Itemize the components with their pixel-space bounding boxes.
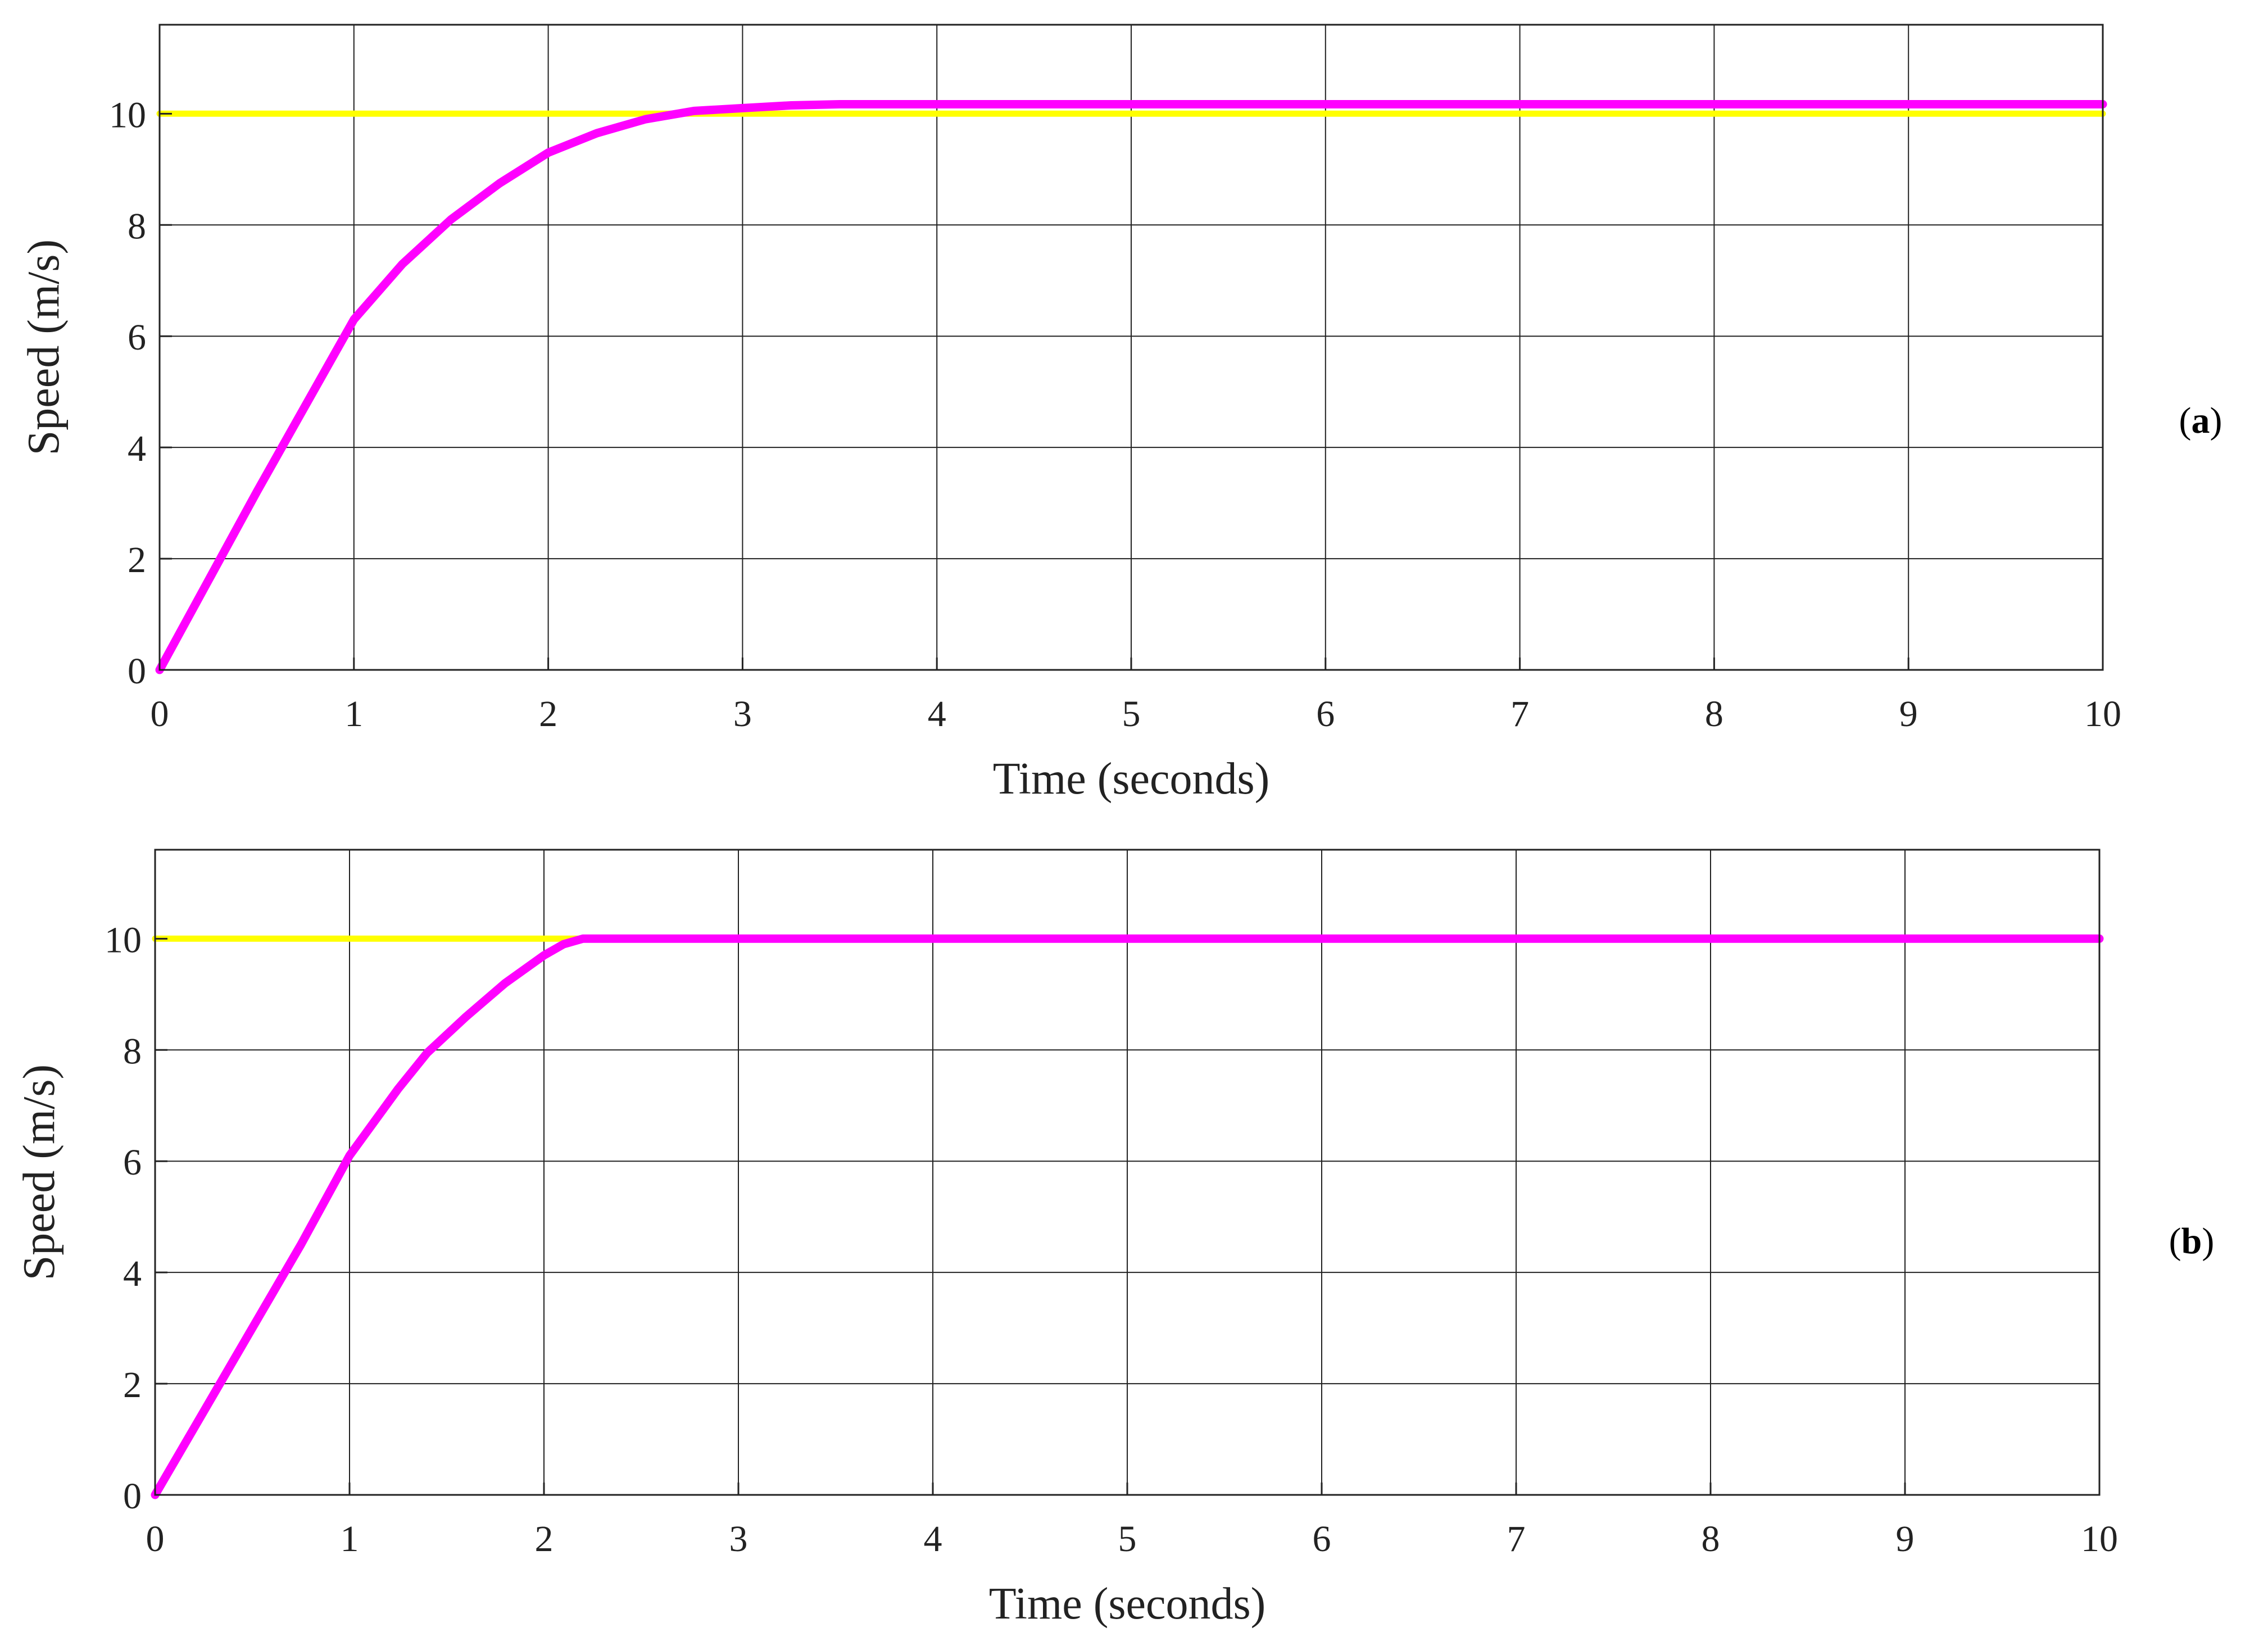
x-tick-label: 7 — [1507, 1518, 1526, 1560]
y-tick-label: 2 — [123, 1365, 142, 1406]
y-tick-label: 10 — [105, 919, 142, 960]
y-tick-label: 4 — [128, 428, 146, 469]
x-tick-label: 0 — [151, 693, 169, 735]
y-tick-label: 6 — [123, 1142, 142, 1183]
x-tick-label: 10 — [2081, 1518, 2118, 1560]
x-tick-label: 1 — [344, 693, 363, 735]
y-tick-label: 6 — [128, 317, 146, 358]
x-axis-label: Time (seconds) — [989, 1579, 1266, 1629]
x-tick-label: 10 — [2084, 693, 2121, 735]
x-tick-label: 2 — [535, 1518, 554, 1560]
y-tick-label: 8 — [128, 206, 146, 247]
x-tick-label: 9 — [1896, 1518, 1915, 1560]
speed-response-line — [151, 934, 2104, 1499]
y-tick-label: 4 — [123, 1253, 142, 1294]
x-tick-label: 3 — [733, 693, 752, 735]
panel-label: (b) — [2169, 1221, 2215, 1262]
x-tick-label: 4 — [924, 1518, 942, 1560]
x-tick-label: 6 — [1316, 693, 1335, 735]
x-tick-label: 1 — [341, 1518, 359, 1560]
y-tick-label: 8 — [123, 1031, 142, 1072]
y-axis-label: Speed (m/s) — [15, 1064, 64, 1280]
y-tick-label: 2 — [128, 540, 146, 581]
x-tick-label: 8 — [1702, 1518, 1720, 1560]
panel-a: 0 1 2 3 4 5 6 7 8 9 10 0 2 4 6 8 10 Time (seconds) Speed (… — [19, 24, 2222, 804]
x-tick-label: 2 — [539, 693, 557, 735]
x-tick-label: 0 — [146, 1518, 165, 1560]
panel-label: (a) — [2179, 400, 2222, 441]
panel-b: 0 1 2 3 4 5 6 7 8 9 10 0 2 4 6 8 10 Time (seconds) Speed (… — [15, 849, 2215, 1629]
x-tick-label: 5 — [1122, 693, 1141, 735]
x-tick-label: 8 — [1705, 693, 1723, 735]
x-tick-label: 5 — [1118, 1518, 1137, 1560]
y-tick-label: 10 — [109, 94, 146, 135]
y-axis-label: Speed (m/s) — [19, 239, 69, 455]
x-tick-label: 6 — [1313, 1518, 1331, 1560]
x-tick-label: 3 — [729, 1518, 748, 1560]
x-tick-label: 4 — [928, 693, 946, 735]
x-tick-label: 7 — [1511, 693, 1529, 735]
x-axis-label: Time (seconds) — [993, 754, 1270, 804]
y-tick-label: 0 — [123, 1476, 142, 1517]
x-tick-label: 9 — [1899, 693, 1918, 735]
y-tick-label: 0 — [128, 651, 146, 692]
speed-response-line — [155, 100, 2107, 674]
